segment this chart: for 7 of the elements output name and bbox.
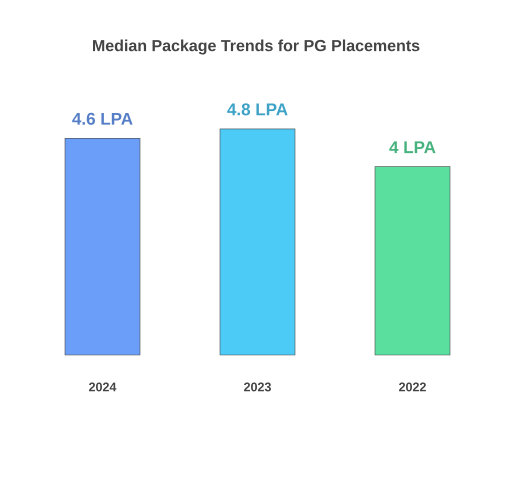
data-label: 4.6 LPA <box>72 112 133 125</box>
data-label: 4.8 LPA <box>227 103 288 116</box>
data-label: 4 LPA <box>389 141 436 154</box>
x-tick-label: 2024 <box>89 382 116 392</box>
chart-title: Median Package Trends for PG Placements <box>93 40 420 54</box>
x-tick-label: 2022 <box>399 382 426 392</box>
x-tick-label: 2023 <box>244 382 271 392</box>
